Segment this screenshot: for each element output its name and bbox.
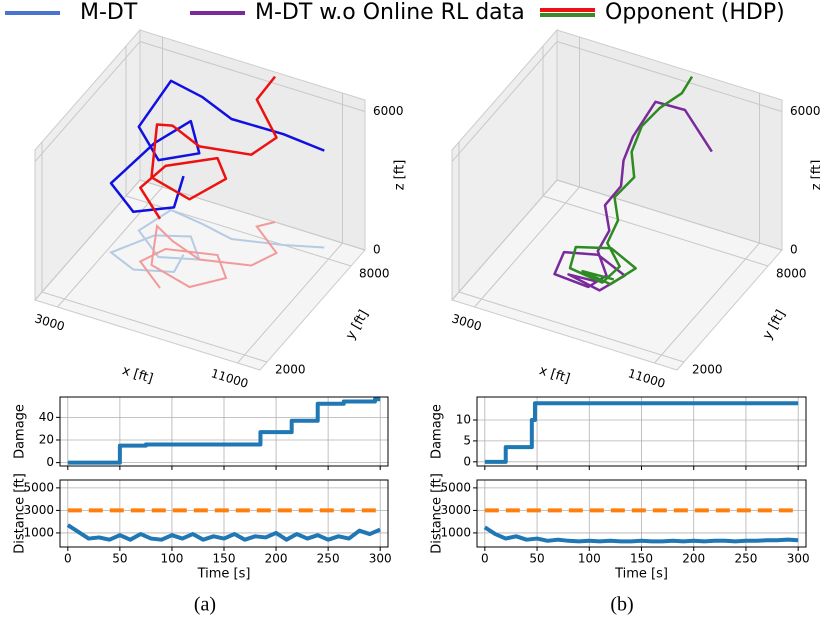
series-line: [67, 397, 381, 465]
trajectory-shadow: [138, 221, 279, 289]
y-tick-label: 3000: [440, 503, 471, 517]
grid-line: [41, 291, 268, 363]
plot-frame: [59, 396, 389, 467]
x-tick-label: 150: [213, 552, 236, 566]
y-axis-label: y [ft]: [343, 308, 372, 343]
x-tick-label: 300: [369, 552, 392, 566]
grid-line: [458, 291, 685, 363]
y-tick-label: 0: [46, 455, 54, 469]
y-tick-label: 5000: [440, 480, 471, 494]
x-tick-label: 250: [734, 552, 757, 566]
x-tick-label: 50: [529, 552, 544, 566]
y-tick-label: 2000: [275, 363, 306, 377]
y-axis-label: y [ft]: [760, 308, 789, 343]
x-tick-label: 3000: [450, 311, 483, 333]
plot-frame: [476, 396, 807, 467]
x-tick-label: 50: [112, 552, 127, 566]
y-axis-label: Damage: [13, 404, 28, 459]
grid-line: [451, 41, 558, 162]
y-axis-label: Damage: [430, 404, 445, 459]
x-axis-label: x [ft]: [120, 363, 154, 387]
y-axis-label: Distance [ft]: [430, 473, 445, 554]
x-tick-label: 100: [160, 552, 183, 566]
z-tick-label: 6000: [373, 104, 404, 118]
y-tick-label: 5: [463, 433, 471, 447]
z-axis-label: z [ft]: [393, 160, 408, 191]
plot-frame: [59, 479, 389, 548]
y-tick-label: 0: [463, 454, 471, 468]
grid-line: [654, 242, 760, 364]
legend-label: Opponent (HDP): [605, 0, 785, 25]
x-tick-label: 11000: [626, 366, 667, 391]
y-tick-label: 2000: [692, 363, 723, 377]
y-axis-label: Distance [ft]: [13, 473, 28, 554]
x-tick-label: 0: [481, 552, 489, 566]
x-tick-label: 250: [317, 552, 340, 566]
x-tick-label: 3000: [33, 311, 66, 333]
x-tick-label: 150: [630, 552, 653, 566]
grid-line: [34, 179, 141, 301]
y-tick-label: 5000: [23, 480, 54, 494]
z-tick-label: 0: [790, 243, 798, 257]
grid-line: [34, 41, 141, 162]
y-tick-label: 8000: [776, 267, 807, 281]
grid-line: [139, 41, 366, 113]
x-tick-label: 0: [64, 552, 72, 566]
legend-label: M-DT: [80, 0, 138, 25]
y-tick-label: 3000: [23, 503, 54, 517]
y-tick-label: 40: [39, 410, 54, 424]
y-tick-label: 20: [39, 432, 54, 446]
caption: (b): [610, 594, 633, 616]
y-tick-label: 8000: [359, 267, 390, 281]
x-tick-label: 300: [787, 552, 810, 566]
z-axis-label: z [ft]: [810, 160, 820, 191]
x-axis-label: Time [s]: [614, 567, 668, 582]
z-tick-label: 6000: [790, 104, 820, 118]
z-tick-label: 0: [373, 243, 381, 257]
x-tick-label: 11000: [209, 366, 250, 391]
trajectory: [109, 79, 325, 214]
grid-line: [451, 179, 558, 301]
trajectory: [568, 75, 694, 286]
series-line: [66, 523, 381, 542]
x-axis-label: x [ft]: [537, 363, 571, 387]
x-tick-label: 200: [682, 552, 705, 566]
y-tick-label: 1000: [440, 525, 471, 539]
grid-line: [57, 186, 163, 308]
trajectory: [139, 75, 278, 220]
series-line: [483, 525, 799, 544]
trajectory-shadow: [108, 208, 325, 274]
x-axis-label: Time [s]: [197, 567, 251, 582]
grid-line: [556, 41, 783, 113]
y-tick-label: 1000: [23, 525, 54, 539]
grid-line: [556, 179, 783, 251]
legend-label: M-DT w.o Online RL data: [255, 0, 525, 25]
grid-line: [474, 186, 580, 308]
x-tick-label: 100: [578, 552, 601, 566]
grid-line: [237, 242, 343, 364]
caption: (a): [194, 594, 216, 616]
plot-frame: [476, 479, 807, 548]
y-tick-label: 10: [456, 413, 471, 427]
series-line: [484, 401, 799, 464]
x-tick-label: 200: [265, 552, 288, 566]
grid-line: [542, 195, 769, 267]
